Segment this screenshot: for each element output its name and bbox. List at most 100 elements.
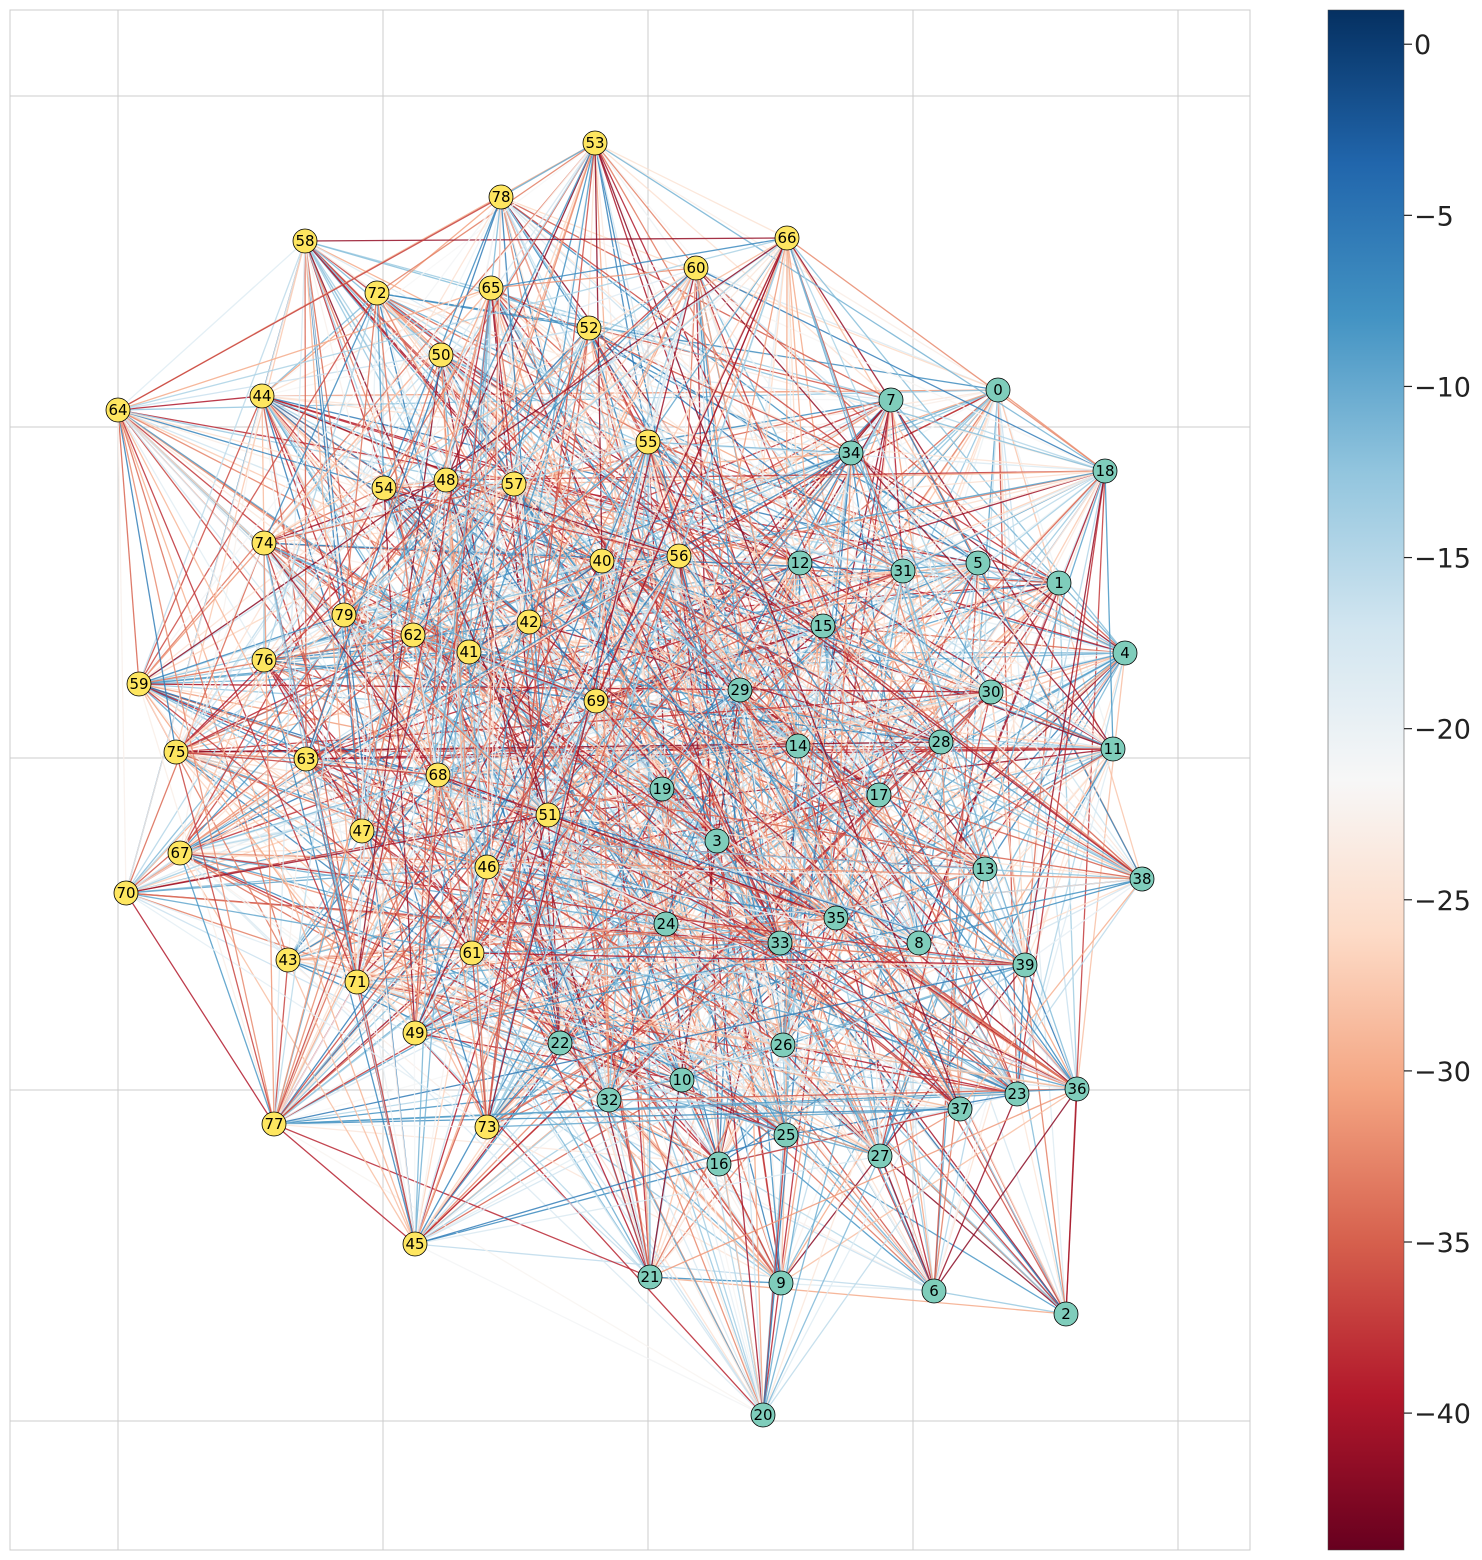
- node-78[interactable]: 78: [488, 184, 514, 210]
- node-24[interactable]: 24: [653, 911, 679, 937]
- node-46[interactable]: 46: [474, 854, 500, 880]
- node-64[interactable]: 64: [105, 397, 131, 423]
- node-17[interactable]: 17: [866, 782, 892, 808]
- node-2[interactable]: 2: [1053, 1301, 1079, 1327]
- node-72[interactable]: 72: [364, 280, 390, 306]
- node-10[interactable]: 10: [669, 1067, 695, 1093]
- node-9[interactable]: 9: [768, 1270, 794, 1296]
- node-66[interactable]: 66: [774, 225, 800, 251]
- node-0[interactable]: 0: [985, 377, 1011, 403]
- node-19[interactable]: 19: [649, 776, 675, 802]
- node-13[interactable]: 13: [972, 856, 998, 882]
- colorbar-tick-label: −5: [1414, 201, 1454, 232]
- node-36[interactable]: 36: [1064, 1076, 1090, 1102]
- node-32[interactable]: 32: [596, 1087, 622, 1113]
- node-58[interactable]: 58: [292, 228, 318, 254]
- node-33[interactable]: 33: [767, 930, 793, 956]
- node-3[interactable]: 3: [704, 828, 730, 854]
- edge: [779, 452, 852, 944]
- node-38[interactable]: 38: [1129, 866, 1155, 892]
- node-50[interactable]: 50: [428, 342, 454, 368]
- node-circle: [275, 947, 301, 973]
- node-29[interactable]: 29: [727, 677, 753, 703]
- node-circle: [965, 550, 991, 576]
- node-57[interactable]: 57: [501, 471, 527, 497]
- node-18[interactable]: 18: [1092, 458, 1118, 484]
- colorbar-tick-label: −35: [1414, 1228, 1471, 1259]
- node-7[interactable]: 7: [878, 387, 904, 413]
- node-44[interactable]: 44: [249, 383, 275, 409]
- node-27[interactable]: 27: [867, 1143, 893, 1169]
- node-1[interactable]: 1: [1046, 570, 1072, 596]
- node-20[interactable]: 20: [750, 1402, 776, 1428]
- node-circle: [249, 383, 275, 409]
- node-79[interactable]: 79: [331, 602, 357, 628]
- node-30[interactable]: 30: [978, 679, 1004, 705]
- node-77[interactable]: 77: [261, 1111, 287, 1137]
- edge: [647, 267, 697, 443]
- node-73[interactable]: 73: [474, 1114, 500, 1140]
- node-label: 55: [638, 433, 657, 451]
- node-62[interactable]: 62: [400, 622, 426, 648]
- node-circle: [767, 930, 793, 956]
- node-label: 72: [367, 284, 386, 302]
- node-26[interactable]: 26: [770, 1032, 796, 1058]
- edge: [902, 570, 920, 944]
- node-37[interactable]: 37: [947, 1096, 973, 1122]
- node-12[interactable]: 12: [787, 550, 813, 576]
- node-16[interactable]: 16: [706, 1151, 732, 1177]
- node-35[interactable]: 35: [823, 905, 849, 931]
- node-48[interactable]: 48: [433, 467, 459, 493]
- node-43[interactable]: 43: [275, 947, 301, 973]
- node-49[interactable]: 49: [402, 1020, 428, 1046]
- node-63[interactable]: 63: [293, 746, 319, 772]
- node-14[interactable]: 14: [785, 733, 811, 759]
- node-70[interactable]: 70: [113, 880, 139, 906]
- node-6[interactable]: 6: [921, 1278, 947, 1304]
- node-60[interactable]: 60: [683, 255, 709, 281]
- node-51[interactable]: 51: [535, 802, 561, 828]
- node-39[interactable]: 39: [1012, 952, 1038, 978]
- node-67[interactable]: 67: [167, 840, 193, 866]
- node-47[interactable]: 47: [349, 818, 375, 844]
- node-59[interactable]: 59: [126, 671, 152, 697]
- node-52[interactable]: 52: [576, 315, 602, 341]
- edge: [695, 267, 781, 944]
- edge: [513, 483, 610, 1101]
- node-56[interactable]: 56: [666, 543, 692, 569]
- node-45[interactable]: 45: [402, 1231, 428, 1257]
- node-61[interactable]: 61: [459, 940, 485, 966]
- node-15[interactable]: 15: [810, 613, 836, 639]
- node-25[interactable]: 25: [773, 1122, 799, 1148]
- node-42[interactable]: 42: [516, 609, 542, 635]
- node-4[interactable]: 4: [1112, 640, 1138, 666]
- node-75[interactable]: 75: [163, 739, 189, 765]
- edge: [261, 395, 385, 489]
- node-11[interactable]: 11: [1100, 736, 1126, 762]
- node-40[interactable]: 40: [589, 548, 615, 574]
- node-71[interactable]: 71: [344, 969, 370, 995]
- node-5[interactable]: 5: [965, 550, 991, 576]
- edge: [138, 237, 788, 685]
- node-22[interactable]: 22: [547, 1030, 573, 1056]
- node-68[interactable]: 68: [425, 762, 451, 788]
- node-74[interactable]: 74: [251, 530, 277, 556]
- node-28[interactable]: 28: [928, 729, 954, 755]
- node-54[interactable]: 54: [371, 475, 397, 501]
- node-label: 15: [813, 617, 832, 635]
- node-76[interactable]: 76: [251, 647, 277, 673]
- node-41[interactable]: 41: [456, 639, 482, 665]
- edge: [594, 142, 892, 401]
- node-21[interactable]: 21: [637, 1264, 663, 1290]
- node-34[interactable]: 34: [838, 440, 864, 466]
- node-label: 60: [686, 259, 705, 277]
- node-53[interactable]: 53: [582, 130, 608, 156]
- node-23[interactable]: 23: [1004, 1081, 1030, 1107]
- node-label: 32: [599, 1091, 618, 1109]
- node-8[interactable]: 8: [906, 930, 932, 956]
- node-31[interactable]: 31: [890, 558, 916, 584]
- node-55[interactable]: 55: [635, 429, 661, 455]
- node-69[interactable]: 69: [583, 688, 609, 714]
- node-65[interactable]: 65: [478, 275, 504, 301]
- edge: [175, 196, 502, 753]
